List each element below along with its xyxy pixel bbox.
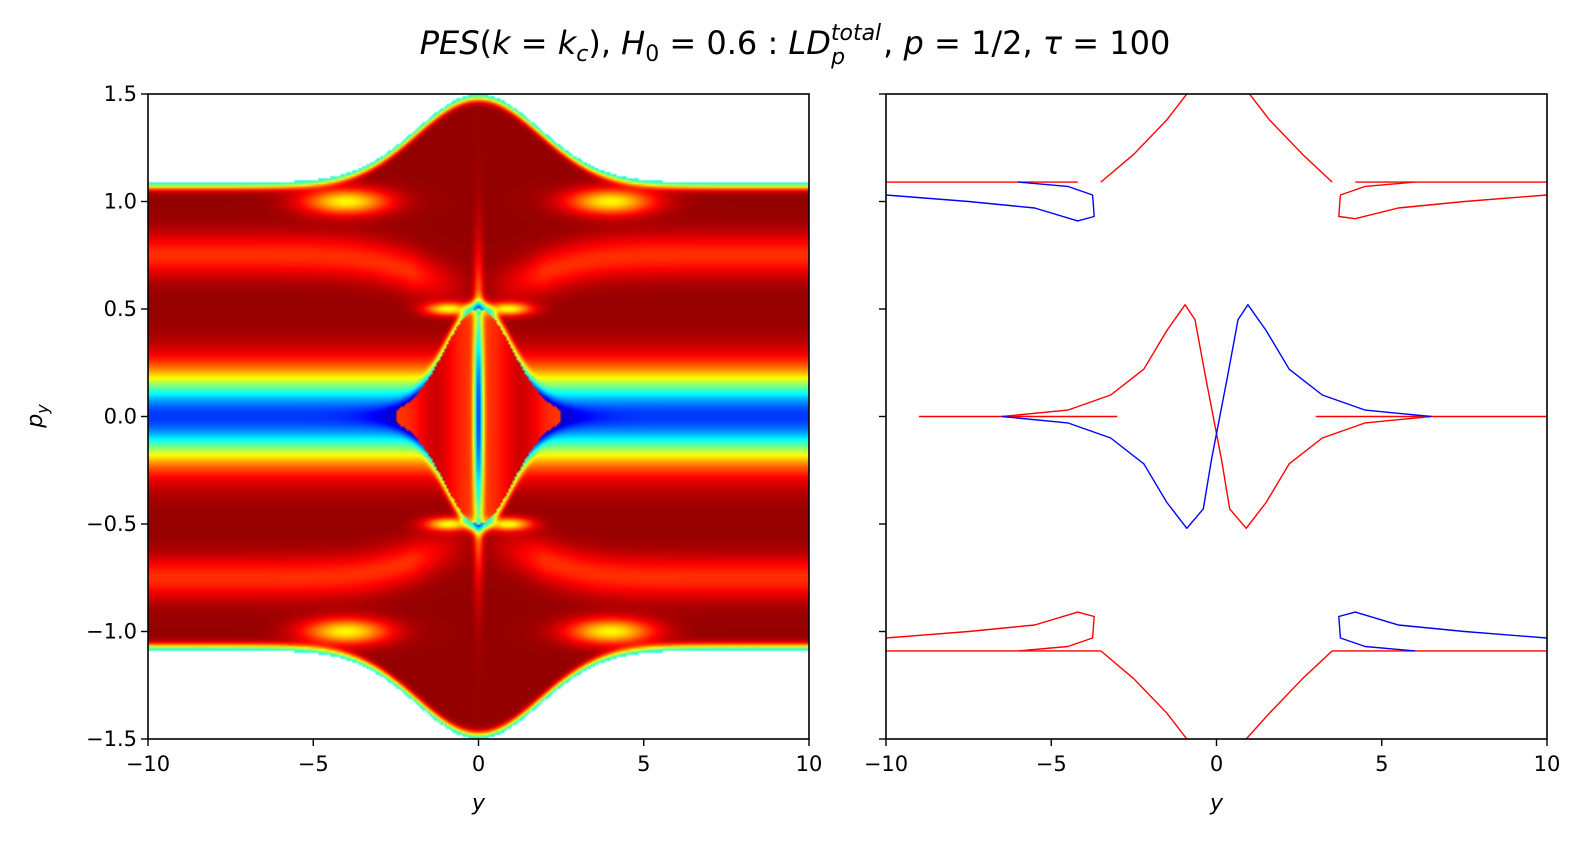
series-line (886, 611, 1095, 652)
right-panel-lines: −10 −5 0 5 10 y (864, 93, 1561, 816)
series-line (1001, 304, 1432, 529)
series-line (1245, 650, 1333, 739)
y-tick-label: 1.0 (104, 190, 137, 214)
x-tick-label: −5 (1036, 752, 1067, 776)
chart-title: PES(k = kc), H0 = 0.6 : LDtotal p, p = 1/… (420, 21, 1171, 70)
left-y-ticks: −1.5 −1.0 −0.5 0.0 0.5 1.0 1.5 (86, 82, 148, 751)
series-line (1338, 181, 1547, 220)
x-tick-label: −10 (864, 752, 908, 776)
x-tick-label: 5 (637, 752, 650, 776)
series-line (1338, 611, 1547, 652)
x-tick-label: 10 (1534, 752, 1561, 776)
series-line (1100, 94, 1188, 183)
x-tick-label: −10 (126, 752, 170, 776)
heatmap-image (148, 94, 809, 739)
series-line (1248, 94, 1333, 183)
right-series-lines (886, 94, 1547, 739)
y-tick-label: 0.5 (104, 297, 137, 321)
series-line (886, 181, 1095, 222)
x-tick-label: −5 (298, 752, 329, 776)
y-tick-label: 1.5 (104, 82, 137, 106)
series-line (1100, 650, 1188, 739)
right-y-ticks (879, 93, 886, 740)
y-tick-label: −1.0 (86, 620, 137, 644)
left-y-axis-label: py (23, 404, 52, 429)
y-tick-label: −0.5 (86, 512, 137, 536)
left-x-ticks: −10 −5 0 5 10 (126, 739, 823, 776)
left-panel-heatmap: −10 −5 0 5 10 −1.5 −1.0 −0.5 0.0 0.5 1.0 1.5 y py (23, 82, 822, 816)
x-tick-label: 0 (472, 752, 485, 776)
x-tick-label: 0 (1210, 752, 1223, 776)
x-tick-label: 10 (796, 752, 823, 776)
y-tick-label: 0.0 (104, 405, 137, 429)
y-tick-label: −1.5 (86, 727, 137, 751)
left-x-axis-label: y (471, 791, 486, 816)
right-x-ticks: −10 −5 0 5 10 (864, 739, 1561, 776)
series-line (1001, 304, 1432, 529)
x-tick-label: 5 (1375, 752, 1388, 776)
right-x-axis-label: y (1209, 791, 1224, 816)
